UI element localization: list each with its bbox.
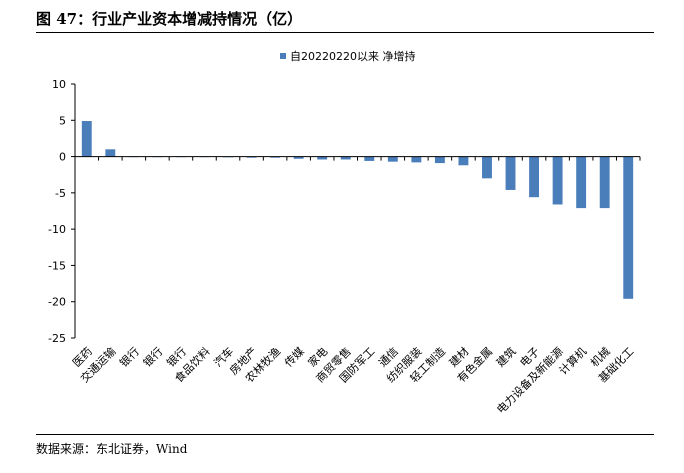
x-tick-label: 传媒 [282,345,307,370]
bar [246,156,257,158]
bar [482,156,492,179]
bar [623,156,634,299]
bar [411,156,422,163]
figure-title: 图 47：行业产业资本增减持情况（亿） [36,10,303,28]
x-tick-label: 银行 [117,344,142,369]
y-tick-label: -20 [48,296,66,309]
bar [576,156,587,209]
bar [340,156,351,160]
x-tick-label: 银行 [140,344,165,369]
bar [434,156,445,164]
bar [552,156,563,205]
chart-legend: 自20220220以来 净增持 [280,49,416,63]
x-tick-label: 建筑 [493,344,518,369]
y-axis: 10 5 0 -5 -10 -15 -20 -25 [48,78,76,345]
legend-label: 自20220220以来 净增持 [290,49,416,63]
bar [364,156,375,161]
bar [270,156,281,158]
y-tick-label: 5 [59,114,66,127]
legend-swatch [280,53,286,59]
title-divider [36,32,654,33]
bar [599,156,610,209]
y-tick-label: 10 [52,78,66,91]
bar [458,156,469,166]
y-tick-label: -15 [48,259,66,272]
source-note: 数据来源：东北证券，Wind [36,442,188,456]
bar [387,156,398,162]
y-tick-label: -5 [55,187,66,200]
bar [105,149,116,157]
y-tick-label: 0 [59,151,66,164]
bar [529,156,540,198]
x-tick-label: 计算机 [556,344,589,377]
bar [81,121,92,157]
bar [317,156,328,160]
source-divider [36,434,654,435]
y-tick-label: -25 [48,332,66,345]
bar [505,156,516,190]
bar [293,156,304,159]
bar-series [81,121,634,299]
y-tick-label: -10 [48,223,66,236]
